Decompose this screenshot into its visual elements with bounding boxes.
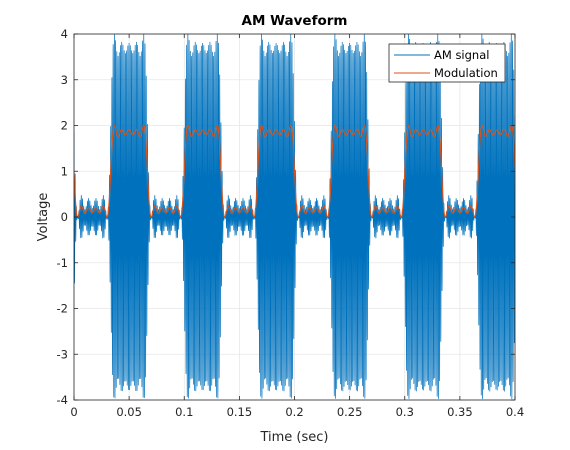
legend: AM signal Modulation <box>388 43 506 83</box>
legend-box <box>388 43 506 83</box>
y-tick-label: -1 <box>57 256 68 270</box>
x-tick-label: 0.4 <box>506 405 524 419</box>
x-axis-label: Time (sec) <box>259 430 328 445</box>
y-tick-label: -4 <box>57 393 68 407</box>
y-tick-label: 3 <box>61 73 68 87</box>
x-tick-label: 0.3 <box>396 405 414 419</box>
chart-title: AM Waveform <box>242 13 348 29</box>
x-tick-label: 0.2 <box>285 405 303 419</box>
y-axis-label: Voltage <box>36 193 51 242</box>
x-tick-label: 0.1 <box>175 405 193 419</box>
y-tick-label: -2 <box>57 302 68 316</box>
legend-label-modulation: Modulation <box>434 66 498 80</box>
y-tick-label: -3 <box>57 347 68 361</box>
x-tick-label: 0 <box>70 405 77 419</box>
legend-label-am-signal: AM signal <box>434 48 489 62</box>
series-am-signal <box>74 34 515 400</box>
x-tick-label: 0.05 <box>116 405 142 419</box>
y-tick-label: 2 <box>61 119 68 133</box>
series-layer <box>74 34 515 400</box>
y-tick-label: 0 <box>61 210 68 224</box>
x-tick-label: 0.15 <box>227 405 253 419</box>
tick-labels: 0 0.05 0.1 0.15 0.2 0.25 0.3 0.35 0.4 -4 -3 -2 -1 0 1 2… <box>57 27 525 419</box>
x-tick-label: 0.35 <box>447 405 473 419</box>
y-tick-label: 4 <box>61 27 68 41</box>
ticks <box>73 33 516 401</box>
y-tick-label: 1 <box>61 164 68 178</box>
x-tick-label: 0.25 <box>337 405 363 419</box>
series-modulation <box>74 124 515 219</box>
